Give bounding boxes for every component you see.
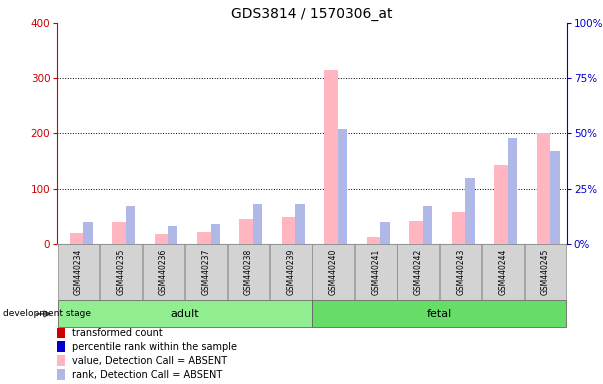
Bar — [452, 212, 466, 244]
Bar — [210, 224, 220, 244]
Bar — [270, 244, 312, 300]
Title: GDS3814 / 1570306_at: GDS3814 / 1570306_at — [232, 7, 393, 21]
Text: GSM440244: GSM440244 — [499, 248, 508, 295]
Bar — [423, 206, 432, 244]
Text: adult: adult — [171, 308, 199, 319]
Bar — [409, 221, 423, 244]
Bar — [57, 327, 65, 338]
Bar — [508, 138, 517, 244]
Bar — [537, 134, 551, 244]
Bar — [58, 244, 99, 300]
Text: GSM440237: GSM440237 — [201, 248, 210, 295]
Bar — [551, 151, 560, 244]
Text: GSM440245: GSM440245 — [541, 248, 550, 295]
Bar — [295, 204, 305, 244]
Bar — [397, 244, 439, 300]
Bar — [440, 244, 481, 300]
Bar — [355, 244, 397, 300]
Text: GSM440241: GSM440241 — [371, 248, 380, 295]
Bar — [125, 206, 135, 244]
Text: GSM440235: GSM440235 — [116, 248, 125, 295]
Bar — [112, 222, 125, 244]
Bar — [282, 217, 295, 244]
Text: development stage: development stage — [3, 309, 91, 318]
Text: rank, Detection Call = ABSENT: rank, Detection Call = ABSENT — [72, 369, 222, 379]
Bar — [143, 244, 185, 300]
Bar — [197, 232, 210, 244]
Text: GSM440242: GSM440242 — [414, 248, 423, 295]
Text: GSM440243: GSM440243 — [456, 248, 465, 295]
Bar — [185, 244, 227, 300]
Bar — [312, 244, 354, 300]
Bar — [324, 70, 338, 244]
Bar — [57, 355, 65, 366]
Text: GSM440239: GSM440239 — [286, 248, 295, 295]
Text: GSM440236: GSM440236 — [159, 248, 168, 295]
Text: transformed count: transformed count — [72, 328, 162, 338]
Bar — [58, 300, 312, 327]
Text: GSM440238: GSM440238 — [244, 248, 253, 295]
Bar — [380, 222, 390, 244]
Bar — [482, 244, 524, 300]
Text: value, Detection Call = ABSENT: value, Detection Call = ABSENT — [72, 356, 227, 366]
Bar — [168, 226, 177, 244]
Text: GSM440240: GSM440240 — [329, 248, 338, 295]
Bar — [57, 341, 65, 352]
Bar — [83, 222, 92, 244]
Bar — [69, 233, 83, 244]
Text: fetal: fetal — [427, 308, 452, 319]
Bar — [57, 369, 65, 380]
Bar — [367, 237, 380, 244]
Bar — [312, 300, 566, 327]
Text: GSM440234: GSM440234 — [74, 248, 83, 295]
Text: percentile rank within the sample: percentile rank within the sample — [72, 342, 236, 352]
Bar — [466, 178, 475, 244]
Bar — [239, 219, 253, 244]
Bar — [338, 129, 347, 244]
Bar — [100, 244, 142, 300]
Bar — [525, 244, 566, 300]
Bar — [494, 166, 508, 244]
Bar — [253, 204, 262, 244]
Bar — [154, 234, 168, 244]
Bar — [227, 244, 269, 300]
